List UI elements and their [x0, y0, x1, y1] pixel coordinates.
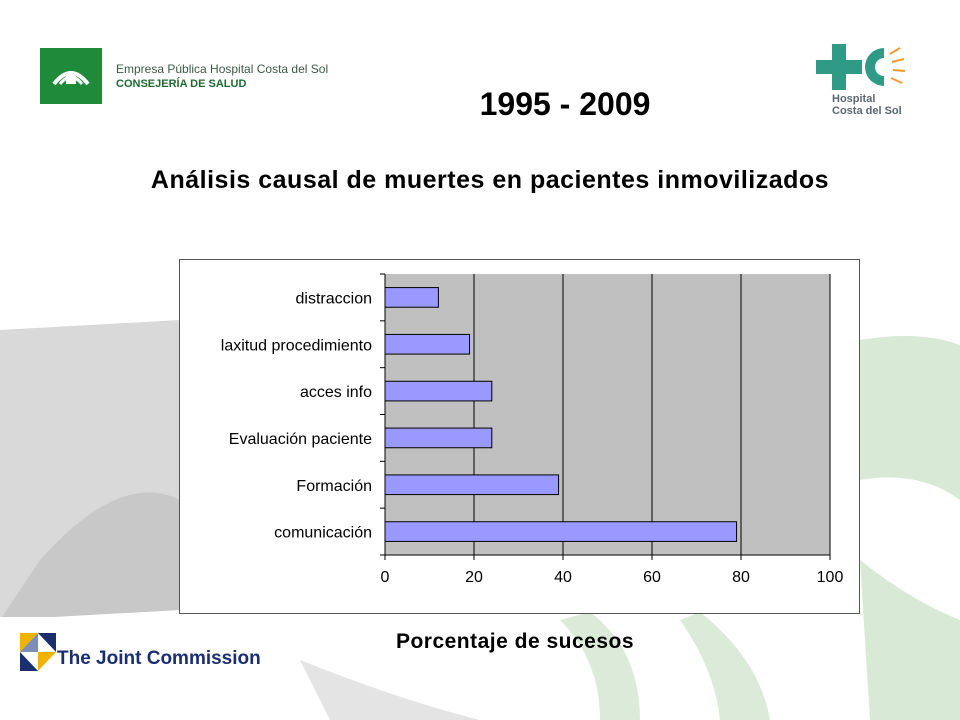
- hospital-costa-del-sol-logo: [816, 44, 906, 90]
- hospital-line-2: Costa del Sol: [832, 105, 902, 117]
- plot-area: [385, 274, 830, 555]
- bar: [384, 427, 493, 449]
- category-label: comunicación: [274, 525, 372, 542]
- bar: [384, 474, 560, 496]
- x-tick-label: 40: [554, 569, 572, 586]
- bar: [384, 287, 439, 308]
- years-heading: 1995 - 2009: [479, 86, 651, 122]
- org-line-1: Empresa Pública Hospital Costa del Sol: [116, 62, 329, 76]
- bar: [384, 333, 471, 355]
- joint-commission-logo-area: [0, 617, 245, 682]
- hospital-line-1: Hospital: [832, 93, 876, 105]
- x-tick-label: 100: [817, 569, 844, 586]
- x-tick-label: 0: [381, 569, 390, 586]
- category-label: Formación: [296, 478, 372, 495]
- bar: [384, 380, 493, 402]
- joint-commission-label: The Joint Commission: [57, 648, 261, 669]
- bar: [384, 521, 738, 542]
- bar-chart: 0 20 40 60 80 100 comunicación Formación Evaluac…: [221, 273, 844, 586]
- x-tick-label: 60: [643, 569, 661, 586]
- junta-andalucia-logo: [40, 48, 102, 104]
- category-label: laxitud procedimiento: [221, 337, 372, 354]
- org-name: Empresa Pública Hospital Costa del Sol C…: [116, 62, 328, 92]
- category-label: distraccion: [296, 290, 372, 307]
- x-tick-label: 20: [465, 569, 483, 586]
- hospital-name: Hospital Costa del Sol: [832, 93, 902, 117]
- joint-commission-logo-icon: [20, 633, 56, 671]
- org-line-2: CONSEJERÍA DE SALUD: [116, 78, 247, 90]
- chart-frame: 0 20 40 60 80 100 comunicación Formación Evaluac…: [179, 259, 860, 614]
- category-label: acces info: [300, 384, 372, 401]
- x-tick-label: 80: [732, 569, 750, 586]
- junta-logo-icon: [52, 71, 90, 86]
- chart-title: Análisis causal de muertes en pacientes …: [150, 166, 830, 194]
- x-axis-label: Porcentaje de sucesos: [395, 630, 635, 653]
- category-label: Evaluación paciente: [229, 431, 372, 448]
